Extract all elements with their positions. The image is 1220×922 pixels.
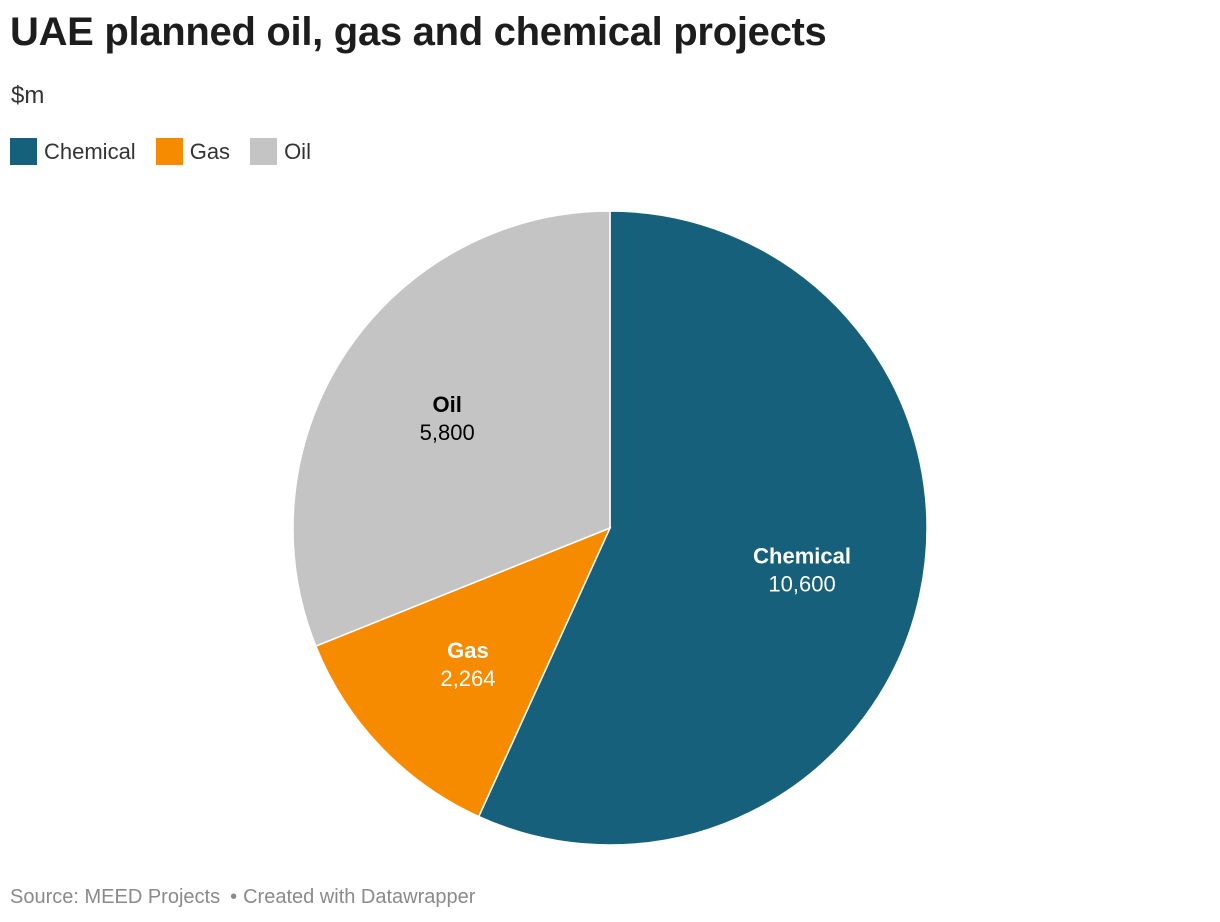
credit-note: Created with Datawrapper bbox=[243, 886, 476, 908]
pie-slice-chemical bbox=[477, 210, 928, 846]
legend: Chemical Gas Oil bbox=[10, 138, 331, 165]
legend-item-gas: Gas bbox=[155, 138, 231, 165]
footer-separator: • bbox=[230, 886, 238, 908]
footer: Source: MEED Projects • Created with Dataw… bbox=[10, 886, 475, 909]
legend-swatch-oil bbox=[250, 138, 278, 165]
pie-labels: Chemical 10,600 Gas 2,264 Oil 5,800 bbox=[420, 392, 851, 691]
slice-value-chemical: 10,600 bbox=[768, 572, 835, 597]
slice-value-gas: 2,264 bbox=[440, 666, 495, 691]
legend-swatch-chemical bbox=[10, 138, 37, 165]
legend-item-oil: Oil bbox=[250, 138, 311, 165]
slice-label-gas: Gas bbox=[447, 638, 489, 663]
legend-swatch-gas bbox=[155, 138, 183, 165]
source-note: Source: MEED Projects bbox=[10, 886, 221, 908]
pie-slice-gas bbox=[314, 526, 612, 818]
chart-title: UAE planned oil, gas and chemical projec… bbox=[10, 10, 827, 54]
legend-item-chemical: Chemical bbox=[10, 138, 136, 165]
chart-subtitle: $m bbox=[11, 82, 45, 109]
legend-label-gas: Gas bbox=[189, 138, 231, 164]
legend-label-oil: Oil bbox=[284, 138, 311, 164]
slice-value-oil: 5,800 bbox=[420, 420, 475, 445]
slice-label-oil: Oil bbox=[433, 392, 462, 417]
pie-slices bbox=[292, 210, 928, 846]
pie-slice-oil bbox=[292, 210, 611, 648]
slice-label-chemical: Chemical bbox=[753, 544, 851, 569]
legend-label-chemical: Chemical bbox=[44, 138, 136, 164]
